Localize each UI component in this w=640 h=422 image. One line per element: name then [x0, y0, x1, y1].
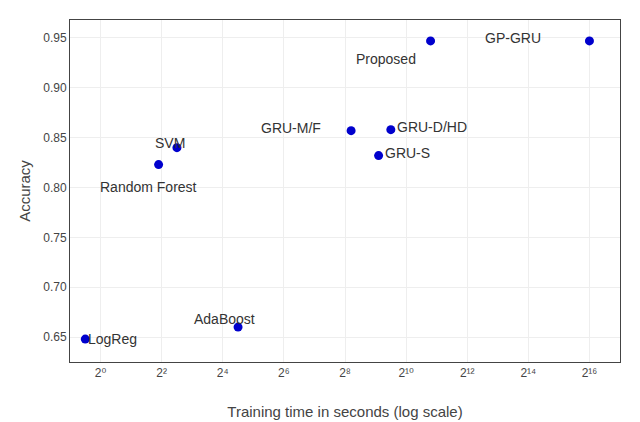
svg-text:Proposed: Proposed: [356, 51, 416, 67]
svg-text:2¹⁴: 2¹⁴: [520, 366, 536, 380]
svg-text:AdaBoost: AdaBoost: [194, 311, 255, 327]
svg-text:SVM: SVM: [155, 135, 185, 151]
svg-text:0.95: 0.95: [43, 31, 67, 45]
svg-text:2⁴: 2⁴: [217, 366, 229, 380]
svg-text:0.70: 0.70: [43, 280, 67, 294]
svg-text:2²: 2²: [156, 366, 167, 380]
svg-text:0.80: 0.80: [43, 181, 67, 195]
svg-text:Accuracy: Accuracy: [16, 160, 33, 222]
svg-text:GRU-D/HD: GRU-D/HD: [397, 119, 467, 135]
svg-text:0.75: 0.75: [43, 231, 67, 245]
svg-text:2¹⁶: 2¹⁶: [582, 366, 598, 380]
svg-text:LogReg: LogReg: [88, 331, 137, 347]
svg-text:0.85: 0.85: [43, 131, 67, 145]
svg-text:GRU-S: GRU-S: [385, 145, 430, 161]
svg-text:2⁸: 2⁸: [339, 366, 351, 380]
svg-text:0.65: 0.65: [43, 330, 67, 344]
svg-text:GRU-M/F: GRU-M/F: [261, 120, 321, 136]
svg-text:2⁶: 2⁶: [278, 366, 290, 380]
svg-text:2¹⁰: 2¹⁰: [398, 366, 414, 380]
svg-text:2¹²: 2¹²: [460, 366, 475, 380]
svg-text:Random Forest: Random Forest: [100, 179, 197, 195]
svg-text:GP-GRU: GP-GRU: [485, 30, 541, 46]
svg-text:Training time in seconds (log: Training time in seconds (log scale): [227, 403, 462, 420]
svg-text:0.90: 0.90: [43, 81, 67, 95]
svg-text:2⁰: 2⁰: [95, 366, 107, 380]
